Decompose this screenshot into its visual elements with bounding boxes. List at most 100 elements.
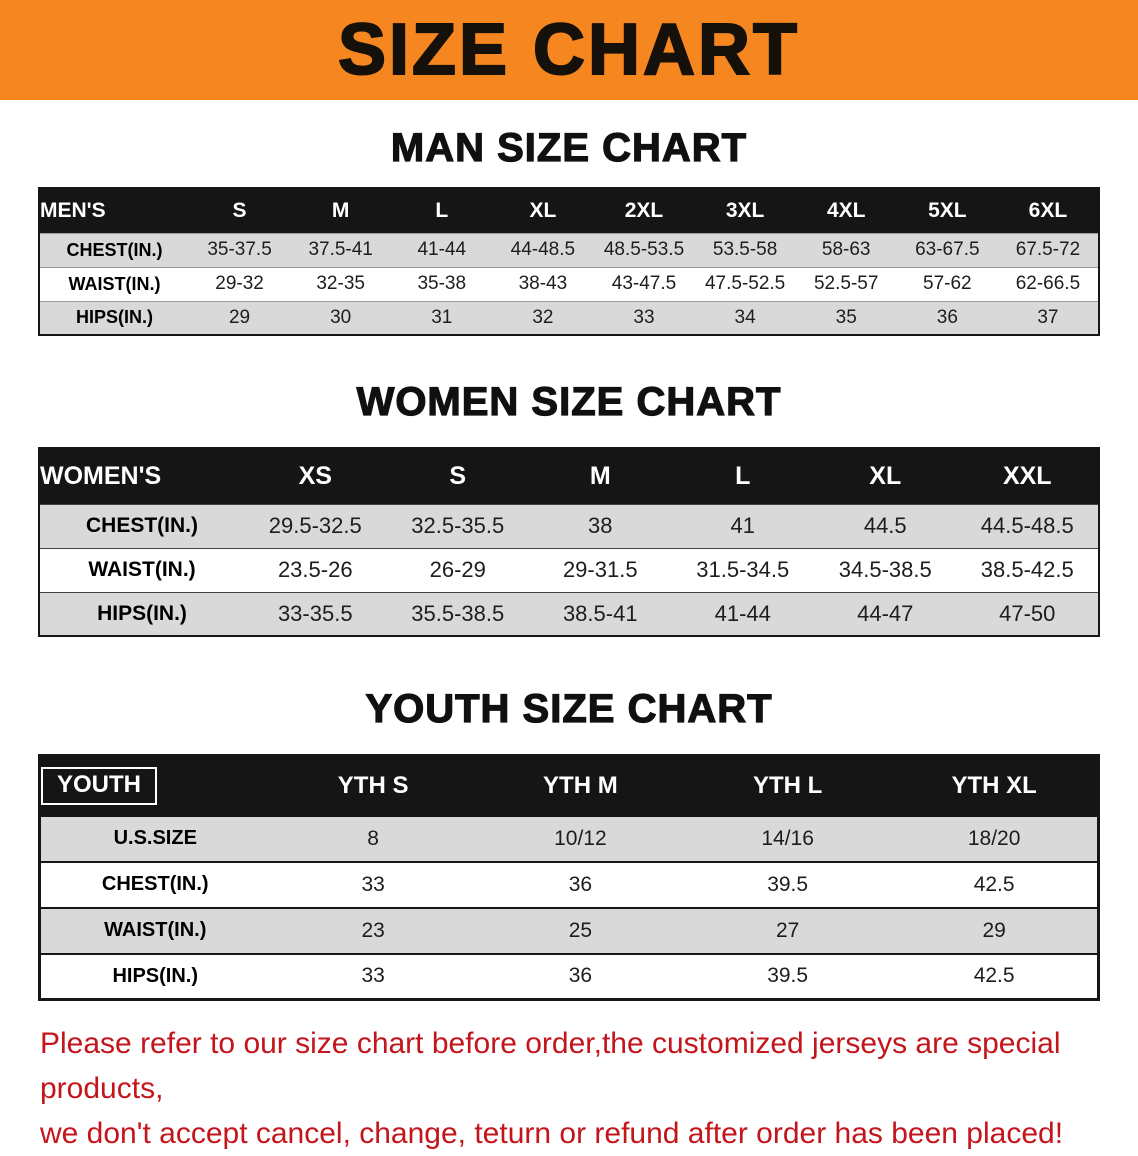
size-cell: 32 (532, 306, 554, 328)
row-label: WAIST(IN.) (104, 919, 207, 941)
size-cell: 62-66.5 (1015, 273, 1081, 294)
women-size-table: WOMEN'S XS S M L XL XXL CHEST(IN.) 29.5-32.5 32.5… (38, 447, 1100, 637)
column-header: L (391, 188, 493, 233)
size-cell: 39.5 (767, 964, 809, 988)
size-cell: 33-35.5 (277, 600, 353, 626)
size-cell: 23.5-26 (277, 557, 353, 582)
table-row: HIPS(IN.) 33 36 39.5 42.5 (39, 953, 1099, 1000)
size-cell: 44-48.5 (510, 239, 576, 260)
notice-line-1: Please refer to our size chart before or… (40, 1027, 1061, 1105)
table-row: HIPS(IN.) 29 30 31 32 33 34 35 36 37 (39, 301, 1099, 335)
size-cell: 44.5-48.5 (980, 513, 1074, 538)
size-cell: 48.5-53.5 (603, 239, 685, 260)
column-header: 3XL (694, 188, 796, 233)
size-cell: 36 (568, 872, 593, 896)
charts-container: MAN SIZE CHART MEN'S S M L XL 2XL 3XL 4XL 5XL 6XL C… (0, 125, 1138, 1001)
column-header: 2XL (593, 188, 695, 233)
column-header: L (671, 448, 814, 504)
size-cell: 33 (633, 306, 655, 328)
youth-table-label: YOUTH (41, 766, 157, 805)
size-cell: 18/20 (967, 826, 1021, 850)
size-cell: 26-29 (429, 557, 486, 582)
row-label: HIPS(IN.) (112, 964, 199, 987)
size-cell: 52.5-57 (813, 273, 879, 294)
size-cell: 36 (568, 964, 593, 988)
size-cell: 31 (431, 306, 453, 328)
size-cell: 35-38 (417, 273, 467, 294)
size-cell: 67.5-72 (1015, 239, 1081, 260)
size-cell: 42.5 (973, 964, 1015, 988)
column-header: YTH XL (891, 755, 1099, 816)
youth-table-label-cell: YOUTH (39, 755, 270, 816)
size-cell: 37.5-41 (308, 239, 373, 260)
men-table-label-cell: MEN'S (39, 188, 189, 233)
size-cell: 29 (982, 918, 1006, 942)
column-header: XS (244, 448, 387, 504)
men-section-title: MAN SIZE CHART (390, 125, 748, 170)
size-cell: 29.5-32.5 (268, 513, 362, 538)
men-table-label: MEN'S (40, 198, 106, 222)
banner: SIZE CHART (0, 0, 1138, 100)
table-row: WAIST(IN.) 23.5-26 26-29 29-31.5 31.5-34.5 34… (39, 548, 1099, 592)
size-cell: 33 (361, 872, 385, 896)
size-cell: 43-47.5 (611, 273, 677, 294)
size-cell: 47-50 (999, 600, 1056, 626)
size-cell: 33 (361, 964, 385, 988)
column-header: 6XL (997, 188, 1099, 233)
size-cell: 10/12 (554, 826, 607, 850)
notice-line-2: we don't accept cancel, change, teturn o… (40, 1117, 1064, 1150)
size-cell: 38.5-41 (562, 600, 638, 626)
table-row: WAIST(IN.) 23 25 27 29 (39, 907, 1099, 954)
row-label: CHEST(IN.) (66, 239, 163, 260)
size-cell: 38 (588, 513, 613, 538)
size-cell: 47.5-52.5 (704, 273, 786, 294)
table-row: HIPS(IN.) 33-35.5 35.5-38.5 38.5-41 41-44 44-… (39, 592, 1099, 636)
column-header: YTH M (476, 755, 684, 816)
size-cell: 30 (330, 306, 352, 328)
size-cell: 36 (936, 306, 958, 328)
table-row: U.S.SIZE 8 10/12 14/16 18/20 (39, 815, 1099, 862)
row-label: CHEST(IN.) (86, 514, 198, 537)
women-header-row: WOMEN'S XS S M L XL XXL (39, 448, 1099, 504)
size-cell: 41 (730, 513, 755, 538)
column-header: YTH S (269, 755, 477, 816)
size-cell: 23 (361, 918, 385, 942)
column-header: M (529, 448, 672, 504)
size-cell: 35 (835, 306, 857, 328)
column-header: S (189, 188, 291, 233)
women-table-label: WOMEN'S (40, 461, 162, 490)
women-section-title: WOMEN SIZE CHART (356, 379, 782, 424)
size-cell: 35.5-38.5 (411, 600, 505, 626)
size-cell: 38-43 (518, 273, 568, 294)
size-cell: 41-44 (714, 600, 771, 626)
table-row: WAIST(IN.) 29-32 32-35 35-38 38-43 43-47.5 47.… (39, 267, 1099, 301)
size-cell: 27 (775, 918, 800, 942)
size-cell: 37 (1037, 306, 1059, 328)
size-cell: 38.5-42.5 (980, 557, 1074, 582)
size-cell: 29-32 (215, 273, 264, 294)
size-cell: 34.5-38.5 (838, 557, 932, 582)
page-title: SIZE CHART (337, 10, 800, 90)
youth-section-title: YOUTH SIZE CHART (365, 686, 773, 731)
women-size-chart-section: WOMEN SIZE CHART WOMEN'S XS S M L XL XXL CHEST(I… (0, 379, 1138, 637)
size-cell: 42.5 (973, 872, 1015, 896)
size-cell: 29-31.5 (562, 557, 638, 582)
row-label: WAIST(IN.) (68, 273, 161, 294)
youth-size-chart-section: YOUTH SIZE CHART YOUTH YTH S YTH M YTH L YTH … (0, 686, 1138, 1001)
size-cell: 44.5 (863, 513, 907, 538)
column-header: XXL (956, 448, 1099, 504)
youth-size-table: YOUTH YTH S YTH M YTH L YTH XL U.S.SIZE 8 10/12… (38, 754, 1100, 1001)
size-cell: 8 (367, 826, 379, 850)
size-cell: 34 (734, 306, 756, 328)
table-row: CHEST(IN.) 35-37.5 37.5-41 41-44 44-48.5 48.5… (39, 233, 1099, 267)
youth-header-row: YOUTH YTH S YTH M YTH L YTH XL (39, 755, 1099, 816)
men-size-table: MEN'S S M L XL 2XL 3XL 4XL 5XL 6XL CHEST(IN.) 35-37… (38, 187, 1100, 336)
column-header: M (290, 188, 392, 233)
column-header: YTH L (684, 755, 892, 816)
size-cell: 53.5-58 (712, 239, 778, 260)
men-header-row: MEN'S S M L XL 2XL 3XL 4XL 5XL 6XL (39, 188, 1099, 233)
column-header: XL (814, 448, 957, 504)
size-cell: 25 (568, 918, 593, 942)
size-cell: 35-37.5 (207, 239, 272, 260)
